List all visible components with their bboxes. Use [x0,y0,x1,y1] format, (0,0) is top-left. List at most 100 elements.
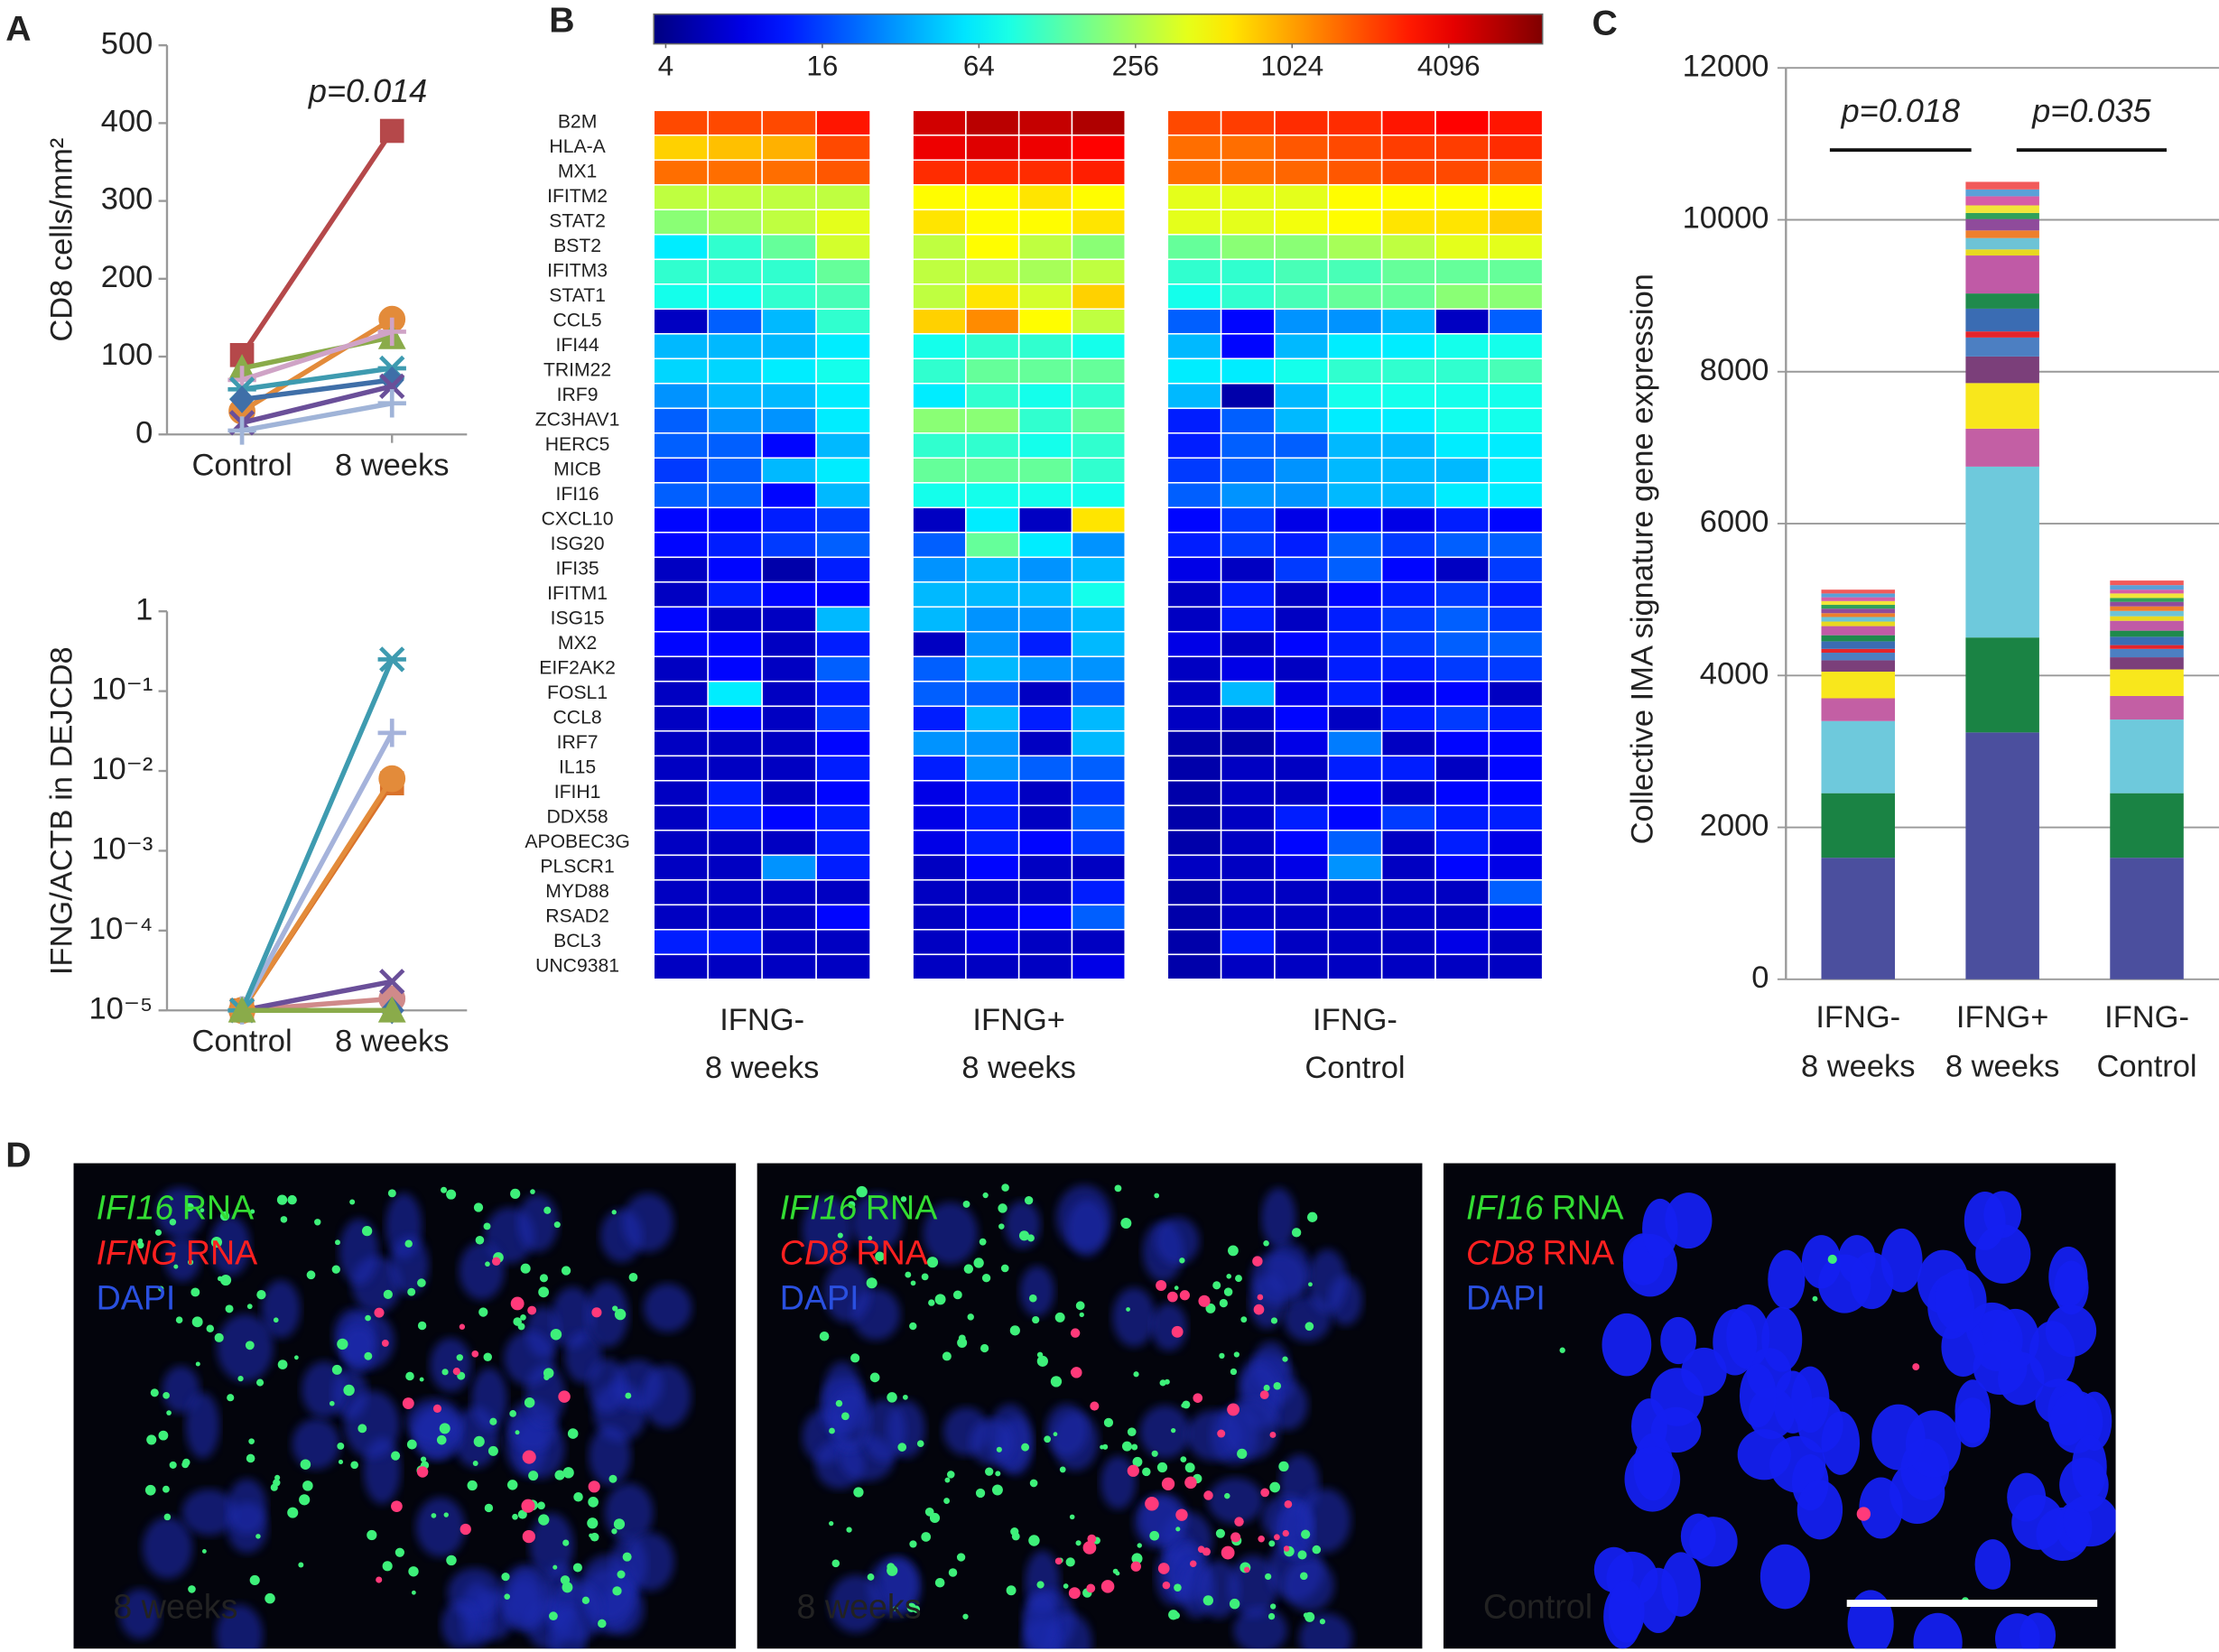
y-tick-label: 8000 [1700,353,1769,387]
heatmap-cell [707,134,763,162]
rna-dot [1131,1553,1143,1564]
rna-dot [478,1307,488,1317]
nucleus [1207,1477,1264,1525]
rna-dot [1086,1583,1096,1593]
row-label: DDX58 [546,807,608,828]
bar-segment [1965,383,2039,429]
heatmap-cell [653,357,709,385]
rna-dot [573,1491,583,1502]
rna-dot [329,1400,335,1406]
bar-segment [1965,466,2039,638]
heatmap-cell [1488,357,1544,385]
heatmap-cell [1166,928,1222,956]
rna-dot [357,1424,367,1434]
heatmap-cell [912,904,967,931]
nucleus [802,1196,852,1264]
heatmap-cell [761,606,817,633]
rna-dot [611,1210,617,1215]
heatmap-cell [1434,258,1490,285]
heatmap-cell [1380,233,1436,261]
heatmap-cell [653,680,709,708]
heatmap-cell [1220,159,1276,186]
bar-segment [2110,793,2184,858]
heatmap-cell [1488,134,1544,162]
heatmap-cell [1274,407,1330,434]
heatmap-cell [1327,804,1383,831]
rna-dot [335,1239,340,1246]
bar-segment [1965,189,2039,197]
row-label: HERC5 [545,434,610,455]
panel-label: D [5,1137,31,1175]
rna-dot [1001,1183,1009,1192]
rna-dot [1304,1611,1315,1622]
rna-dot [581,1596,590,1605]
marker [378,765,406,793]
heatmap-cell [965,556,1020,583]
y-tick-label: 0 [135,415,153,450]
rna-dot [998,1203,1007,1213]
heatmap-cell [1488,928,1544,956]
row-label: IFITM3 [547,261,608,282]
rna-dot [926,1257,939,1268]
heatmap-cell [1434,432,1490,459]
heatmap-cell [1017,680,1073,708]
row-label: TRIM22 [543,360,611,381]
bar-segment [2110,669,2184,696]
rna-dot [406,1439,417,1450]
heatmap-cell [1017,829,1073,857]
nucleus [1973,1340,2028,1396]
rna-dot [166,1410,172,1415]
rna-dot [543,1206,552,1214]
heatmap-cell [1488,854,1544,881]
rna-dot [1154,1193,1160,1199]
rna-dot [1267,1612,1276,1620]
legend-text: RNA [186,1233,258,1271]
rna-dot [1102,1443,1109,1450]
heatmap-cell [1488,630,1544,658]
rna-dot [446,1189,457,1200]
heatmap-cell [912,606,967,633]
row-label: IFI16 [555,484,599,505]
heatmap-cell [1434,606,1490,633]
rna-dot [1912,1363,1920,1371]
heatmap-cell [912,680,967,708]
rna-dot [391,1500,403,1513]
rna-dot [909,1540,917,1548]
marker [227,996,256,1023]
nucleus [292,1418,340,1470]
heatmap-cell [707,382,763,410]
heatmap-cell [1220,680,1276,708]
heatmap-cell [815,779,871,807]
heatmap-cell [653,729,709,757]
heatmap-cell [707,481,763,509]
heatmap-cell [1380,904,1436,931]
rna-dot [622,1552,632,1562]
bar-segment [1821,593,1896,598]
rna-dot [539,1274,549,1283]
rna-dot [943,1498,951,1504]
nucleus [1821,1411,1861,1475]
bar-segment [1821,635,1896,642]
heatmap-cell [1220,432,1276,459]
row-label: IFI35 [555,559,599,580]
rna-dot [169,1219,177,1226]
rna-dot [1259,1390,1269,1400]
heatmap-cell [1017,531,1073,559]
row-label: MX2 [558,633,598,654]
rna-dot [527,1305,537,1315]
rna-dot [866,1277,877,1289]
rna-dot [293,1355,299,1360]
heatmap-cell [912,432,967,459]
heatmap-cell [1071,606,1127,633]
heatmap-cell [815,308,871,335]
rna-dot [416,1466,429,1478]
rna-dot [1198,1295,1211,1307]
rna-dot [916,1440,924,1448]
heatmap-cell [653,630,709,658]
heatmap-cell [1071,209,1127,236]
heatmap-cell [1017,258,1073,285]
heatmap-cell [1488,382,1544,410]
rna-dot [395,1547,405,1557]
heatmap-cell [653,332,709,360]
heatmap-cell [912,953,967,980]
